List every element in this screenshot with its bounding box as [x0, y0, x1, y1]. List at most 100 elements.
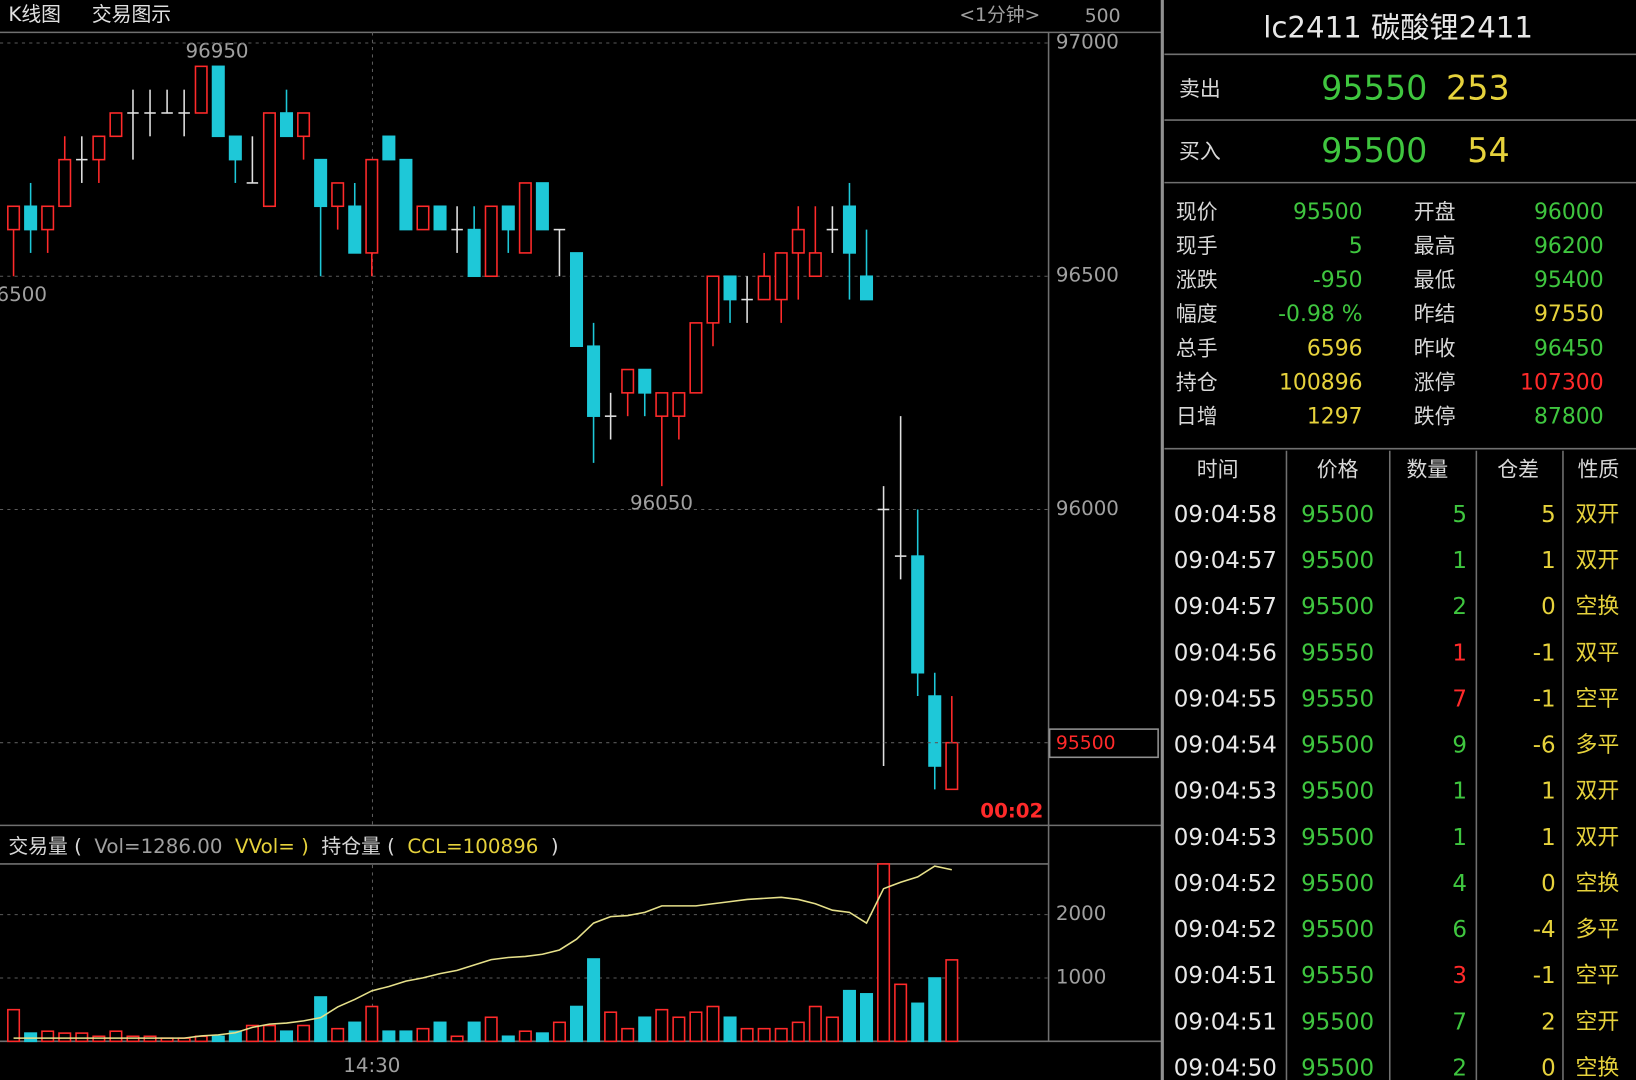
- stat-label: 开盘: [1414, 200, 1456, 224]
- volume-bar: [859, 993, 874, 1043]
- stat-value: 95400: [1534, 268, 1604, 293]
- trade-oi-change: -1: [1533, 963, 1556, 989]
- candle-body: [569, 252, 584, 347]
- volume-bar: [655, 1008, 669, 1043]
- candle-body: [433, 205, 447, 231]
- candle-body: [399, 158, 413, 231]
- stat-label: 涨停: [1414, 370, 1456, 394]
- trade-time: 09:04:52: [1174, 917, 1277, 943]
- volume-bar: [41, 1030, 55, 1043]
- trade-time: 09:04:53: [1174, 779, 1277, 805]
- volume-bar: [723, 1016, 737, 1043]
- stat-value: 87800: [1534, 405, 1604, 430]
- column-header: 性质: [1578, 458, 1620, 482]
- candle-body: [621, 368, 635, 394]
- stat-label: 昨收: [1414, 336, 1456, 360]
- candle-body: [297, 112, 311, 138]
- y-tick-label: 2000: [1056, 902, 1106, 925]
- volume-bar: [365, 1005, 379, 1043]
- stat-label: 现价: [1176, 200, 1218, 224]
- volume-bar: [245, 1024, 259, 1043]
- stat-value: 5: [1349, 234, 1363, 259]
- trade-oi-change: 5: [1541, 502, 1556, 528]
- stat-label: 跌停: [1414, 405, 1456, 429]
- trade-price: 95550: [1301, 640, 1374, 666]
- trade-qty: 3: [1452, 963, 1467, 989]
- tab[interactable]: K线图: [8, 3, 61, 26]
- stat-value: 95500: [1293, 200, 1363, 225]
- volume-bar: [587, 958, 601, 1043]
- candle-body: [928, 695, 942, 767]
- trade-qty: 1: [1452, 548, 1467, 574]
- trade-nature: 双平: [1575, 641, 1619, 666]
- bid-label: 买入: [1179, 139, 1221, 163]
- candle-body: [92, 135, 106, 161]
- volume-bar: [945, 959, 959, 1043]
- legend-entry: ): [551, 835, 559, 858]
- candle-body: [7, 205, 21, 231]
- volume-bar: [808, 1005, 822, 1043]
- trade-nature: 双开: [1575, 825, 1619, 850]
- candle-body: [484, 205, 498, 278]
- stat-value: 100896: [1279, 370, 1363, 395]
- trade-nature: 多平: [1575, 918, 1619, 943]
- trade-nature: 多平: [1575, 733, 1619, 758]
- volume-bar: [757, 1027, 771, 1043]
- trade-oi-change: 1: [1541, 779, 1556, 805]
- candle-body: [331, 182, 345, 208]
- trade-qty: 2: [1452, 594, 1467, 620]
- candle-body: [672, 392, 686, 417]
- stat-value: 96200: [1534, 234, 1604, 259]
- stat-value: 96000: [1534, 200, 1604, 225]
- candle-body: [655, 392, 669, 417]
- candle-body: [501, 205, 515, 231]
- candle-body: [194, 65, 208, 114]
- candle-body: [757, 275, 771, 301]
- high-annotation: 96950: [186, 40, 249, 63]
- volume-bar: [262, 1024, 276, 1043]
- ask-label: 卖出: [1179, 77, 1221, 101]
- tab[interactable]: 交易图示: [92, 3, 171, 26]
- trade-oi-change: 1: [1541, 825, 1556, 851]
- bid-volume: 54: [1467, 131, 1509, 170]
- stat-label: 日增: [1176, 405, 1218, 429]
- volume-bar: [109, 1030, 123, 1043]
- legend-entry: 持仓量 (: [321, 835, 394, 858]
- candle-body: [518, 182, 532, 254]
- trade-qty: 4: [1452, 871, 1467, 897]
- volume-bar: [569, 1005, 584, 1043]
- candle-body: [945, 741, 959, 791]
- volume-bar: [58, 1032, 72, 1043]
- volume-bar: [399, 1030, 413, 1043]
- y-tick-label: 1000: [1056, 965, 1106, 988]
- candle-body: [228, 135, 242, 161]
- trade-nature: 空换: [1575, 595, 1619, 620]
- volume-bar: [7, 1008, 21, 1043]
- candle-body: [382, 135, 396, 161]
- stat-label: 总手: [1176, 336, 1218, 360]
- volume-bar: [433, 1021, 447, 1043]
- trade-time: 09:04:56: [1174, 640, 1277, 666]
- legend-entry: Vol=1286.00: [94, 835, 222, 858]
- stat-value: 107300: [1520, 370, 1604, 395]
- volume-bar: [672, 1016, 686, 1043]
- candle-body: [314, 158, 328, 208]
- candle-body: [587, 345, 601, 417]
- volume-bar: [501, 1035, 515, 1043]
- volume-bar: [774, 1027, 788, 1043]
- volume-bar: [24, 1032, 38, 1043]
- stat-value: -950: [1313, 268, 1363, 293]
- low-annotation: 96050: [630, 492, 693, 515]
- candle-body: [791, 228, 805, 254]
- volume-bar: [348, 1021, 362, 1043]
- trade-price: 95500: [1301, 871, 1374, 897]
- volume-bar: [894, 983, 908, 1043]
- period[interactable]: <1分钟>: [959, 4, 1040, 26]
- volume-bar: [331, 1027, 345, 1043]
- volume-bar: [552, 1021, 566, 1043]
- trade-oi-change: -6: [1533, 733, 1556, 759]
- trade-nature: 双开: [1575, 549, 1619, 574]
- trade-time: 09:04:52: [1174, 871, 1277, 897]
- volume-bar: [877, 863, 891, 1043]
- y-tick-label: 96500: [1056, 264, 1119, 287]
